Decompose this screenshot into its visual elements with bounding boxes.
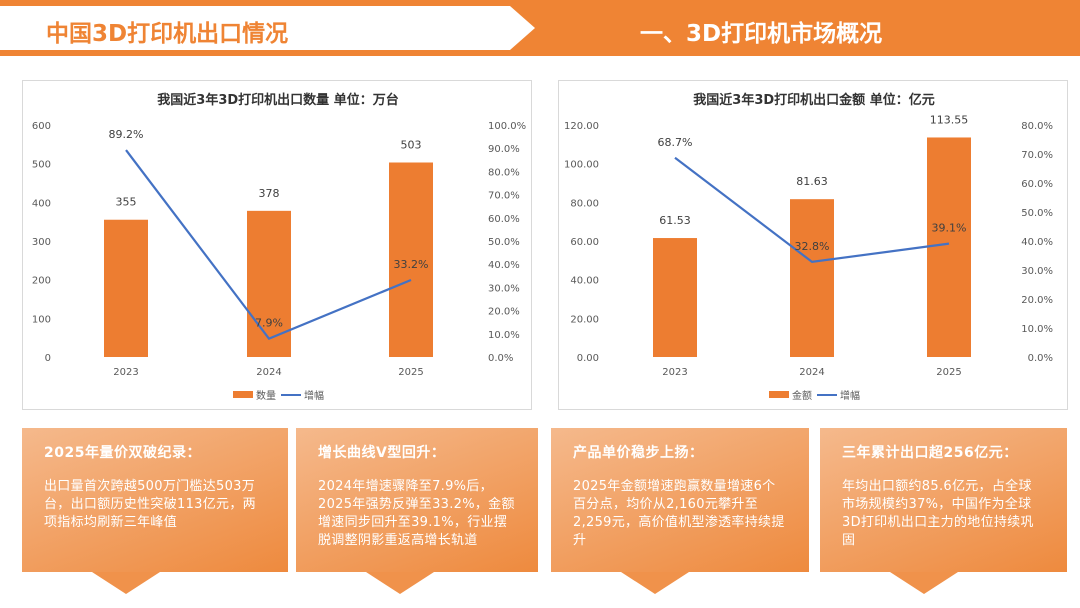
card-title: 三年累计出口超256亿元： (842, 445, 1018, 461)
bar-label: 378 (259, 187, 280, 200)
left-axis-tick: 100.00 (564, 160, 599, 171)
left-axis-tick: 600 (32, 121, 51, 132)
legend-bar-swatch (769, 391, 789, 398)
right-axis-tick: 80.0% (488, 167, 520, 178)
left-axis-tick: 400 (32, 198, 51, 209)
bar (247, 210, 291, 357)
line-label: 33.2% (394, 258, 429, 271)
line-label: 89.2% (109, 128, 144, 141)
line-label: 39.1% (932, 222, 967, 235)
right-axis-tick: 60.0% (1021, 179, 1053, 190)
right-axis-tick: 70.0% (1021, 150, 1053, 161)
page-title: 一、3D打印机市场概况 (640, 21, 883, 47)
right-axis-tick: 30.0% (488, 283, 520, 294)
card-title: 产品单价稳步上扬： (573, 445, 704, 461)
value-chart-panel: 我国近3年3D打印机出口金额 单位：亿元 0.00 20.00 40.00 60.00 8… (558, 80, 1068, 410)
left-axis-tick: 100 (32, 314, 51, 325)
line-label: 68.7% (658, 136, 693, 149)
left-axis-tick: 20.00 (570, 314, 599, 325)
growth-line (125, 149, 412, 341)
quantity-chart: 我国近3年3D打印机出口数量 单位：万台 0 100 200 300 400 500 600 0… (32, 92, 526, 402)
x-axis-tick: 2023 (662, 367, 687, 378)
card-title: 增长曲线V型回升： (318, 445, 446, 461)
right-axis-tick: 60.0% (488, 214, 520, 225)
right-axis-tick: 50.0% (1021, 208, 1053, 219)
bar (389, 162, 433, 357)
legend-bar-swatch (233, 391, 253, 398)
bar (653, 238, 697, 357)
right-axis-tick: 40.0% (488, 260, 520, 271)
left-axis-tick: 0 (45, 353, 51, 364)
right-axis-tick: 80.0% (1021, 121, 1053, 132)
left-axis-tick: 80.00 (570, 198, 599, 209)
section-title: 中国3D打印机出口情况 (46, 21, 289, 47)
insight-card-record: 2025年量价双破纪录： 出口量首次跨越500万门槛达503万台，出口额历史性突破… (22, 428, 288, 594)
left-axis-tick: 300 (32, 237, 51, 248)
bar-label: 81.63 (796, 175, 828, 188)
card-body: 出口量首次跨越500万门槛达503万台，出口额历史性突破113亿元，两项指标均刷… (44, 479, 256, 530)
bar (927, 137, 971, 357)
card-title: 2025年量价双破纪录： (44, 445, 201, 461)
legend-bar-label: 金额 (792, 389, 812, 402)
right-axis-tick: 50.0% (488, 237, 520, 248)
x-axis-tick: 2024 (799, 367, 824, 378)
right-axis-tick: 40.0% (1021, 237, 1053, 248)
insight-card-cumulative: 三年累计出口超256亿元： 年均出口额约85.6亿元，占全球市场规模约37%，中国… (820, 428, 1067, 594)
x-axis-tick: 2023 (113, 367, 138, 378)
left-axis-tick: 120.00 (564, 121, 599, 132)
quantity-chart-panel: 我国近3年3D打印机出口数量 单位：万台 0 100 200 300 400 500 600 0… (22, 80, 532, 410)
header-banner: 中国3D打印机出口情况 一、3D打印机市场概况 (0, 0, 1080, 56)
right-axis-tick: 10.0% (488, 330, 520, 341)
legend-line-label: 增幅 (304, 389, 324, 402)
bar-label: 113.55 (930, 113, 969, 126)
left-axis-tick: 60.00 (570, 237, 599, 248)
right-axis-tick: 100.0% (488, 121, 526, 132)
right-axis-tick: 20.0% (1021, 295, 1053, 306)
x-axis-tick: 2025 (936, 367, 961, 378)
value-chart: 我国近3年3D打印机出口金额 单位：亿元 0.00 20.00 40.00 60.00 8… (564, 92, 1053, 402)
bar (790, 199, 834, 357)
right-axis-tick: 30.0% (1021, 266, 1053, 277)
growth-line (674, 156, 950, 264)
chart-title: 我国近3年3D打印机出口数量 单位：万台 (157, 92, 398, 108)
left-axis-tick: 500 (32, 160, 51, 171)
bar-label: 355 (116, 196, 137, 209)
right-axis-tick: 0.0% (1028, 353, 1053, 364)
legend-bar-label: 数量 (256, 389, 276, 402)
card-body: 2025年金额增速跑赢数量增速6个百分点，均价从2,160元攀升至2,259元，… (573, 479, 785, 548)
bar-label: 61.53 (659, 214, 691, 227)
left-axis-tick: 0.00 (577, 353, 599, 364)
card-body: 年均出口额约85.6亿元，占全球市场规模约37%，中国作为全球3D打印机出口主力… (842, 479, 1034, 548)
left-axis-tick: 200 (32, 276, 51, 287)
right-axis-tick: 70.0% (488, 191, 520, 202)
legend-line-label: 增幅 (840, 389, 860, 402)
section-title-box: 中国3D打印机出口情况 (0, 6, 535, 50)
left-axis-tick: 40.00 (570, 276, 599, 287)
right-axis-tick: 20.0% (488, 307, 520, 318)
right-axis-tick: 0.0% (488, 353, 513, 364)
bar-label: 503 (401, 139, 422, 152)
bar (104, 219, 148, 357)
card-body: 2024年增速骤降至7.9%后，2025年强势反弹至33.2%，金额增速同步回升… (318, 479, 515, 548)
chart-title: 我国近3年3D打印机出口金额 单位：亿元 (693, 92, 934, 108)
insight-card-price: 产品单价稳步上扬： 2025年金额增速跑赢数量增速6个百分点，均价从2,160元攀… (551, 428, 809, 594)
right-axis-tick: 10.0% (1021, 324, 1053, 335)
x-axis-tick: 2024 (256, 367, 281, 378)
right-axis-tick: 90.0% (488, 144, 520, 155)
line-label: 7.9% (255, 317, 283, 330)
insight-card-growth: 增长曲线V型回升： 2024年增速骤降至7.9%后，2025年强势反弹至33.2%… (296, 428, 538, 594)
x-axis-tick: 2025 (398, 367, 423, 378)
line-label: 32.8% (795, 240, 830, 253)
